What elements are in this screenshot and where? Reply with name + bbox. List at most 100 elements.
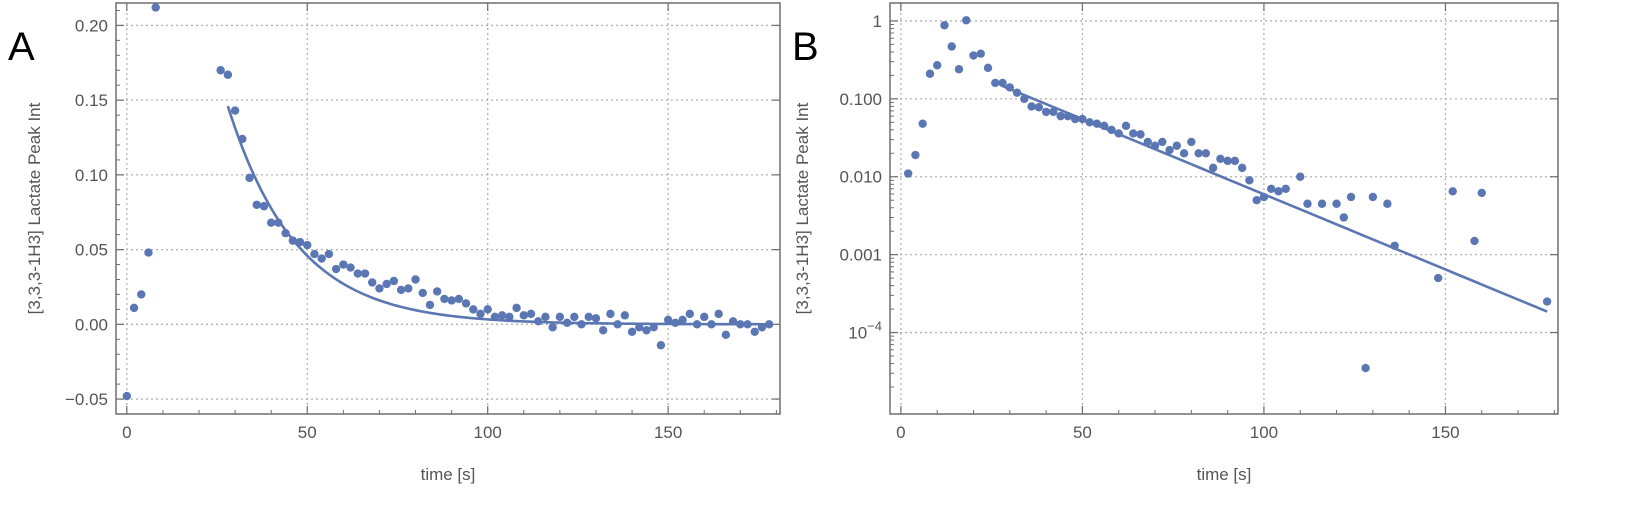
- x-tick-label: 50: [298, 423, 317, 442]
- x-tick-label: 150: [654, 423, 682, 442]
- data-point: [1201, 149, 1211, 158]
- data-point: [998, 78, 1007, 88]
- data-point: [584, 312, 593, 322]
- data-point: [1121, 121, 1131, 131]
- data-point: [534, 317, 543, 326]
- data-point: [1477, 188, 1486, 198]
- y-tick-label: 10−4: [848, 319, 882, 343]
- data-point: [497, 311, 507, 320]
- x-tick-label: 100: [1250, 423, 1278, 442]
- data-point: [324, 249, 334, 259]
- data-point: [512, 303, 521, 313]
- data-point: [1208, 163, 1218, 173]
- data-point: [635, 323, 644, 332]
- data-point: [259, 202, 269, 211]
- data-point: [750, 327, 759, 336]
- data-point: [613, 320, 622, 329]
- data-point: [700, 312, 709, 322]
- data-point: [541, 312, 550, 322]
- data-point: [1085, 118, 1094, 127]
- x-tick-label: 0: [896, 423, 905, 442]
- data-layer: [122, 3, 774, 401]
- data-point: [757, 323, 767, 332]
- data-point: [925, 69, 935, 78]
- data-point: [274, 218, 283, 227]
- data-point: [519, 311, 528, 320]
- x-axis-label: time [s]: [421, 465, 476, 484]
- data-point: [303, 240, 312, 250]
- data-point: [685, 309, 694, 319]
- data-point: [620, 311, 630, 320]
- data-point: [440, 294, 449, 304]
- data-point: [1070, 114, 1080, 124]
- data-point: [1005, 83, 1015, 92]
- data-point: [1012, 88, 1022, 97]
- data-point: [483, 305, 492, 314]
- data-point: [353, 269, 362, 278]
- data-point: [1339, 213, 1349, 222]
- data-point: [1063, 111, 1073, 121]
- data-point: [1223, 156, 1232, 166]
- data-point: [339, 260, 348, 269]
- data-point: [331, 264, 341, 274]
- data-point: [469, 305, 478, 314]
- data-point: [317, 254, 326, 263]
- y-tick-label: 0.05: [75, 241, 108, 260]
- data-point: [1194, 149, 1203, 158]
- data-point: [368, 278, 377, 287]
- data-point: [216, 66, 225, 75]
- data-point: [1332, 199, 1341, 208]
- data-point: [389, 276, 399, 286]
- data-point: [295, 237, 305, 247]
- data-point: [310, 249, 319, 259]
- data-point: [947, 42, 956, 51]
- data-point: [692, 320, 702, 329]
- y-tick-label: 0.100: [839, 90, 882, 109]
- data-point: [137, 290, 146, 299]
- data-point: [1245, 176, 1254, 185]
- data-point: [1187, 137, 1196, 147]
- data-point: [223, 70, 233, 79]
- data-point: [461, 299, 471, 308]
- data-point: [1252, 195, 1261, 205]
- x-tick-label: 50: [1073, 423, 1092, 442]
- data-point: [404, 284, 413, 293]
- data-point: [1237, 163, 1247, 173]
- data-point: [1390, 241, 1399, 250]
- x-tick-label: 0: [122, 423, 131, 442]
- data-point: [490, 312, 500, 322]
- data-point: [1368, 192, 1378, 202]
- data-point: [962, 16, 971, 25]
- data-point: [1266, 184, 1276, 194]
- data-point: [1143, 137, 1152, 147]
- data-point: [627, 327, 637, 336]
- data-point: [1034, 103, 1044, 112]
- data-point: [918, 119, 927, 128]
- y-tick-label: 0.15: [75, 91, 108, 110]
- data-point: [447, 296, 456, 305]
- data-point: [976, 49, 985, 58]
- data-point: [129, 303, 139, 313]
- data-point: [1274, 187, 1283, 196]
- data-point: [1129, 129, 1138, 138]
- data-point: [144, 248, 153, 257]
- data-point: [505, 312, 514, 322]
- data-point: [1049, 107, 1058, 117]
- data-point: [1303, 199, 1312, 208]
- data-point: [1317, 199, 1327, 208]
- data-point: [562, 318, 572, 328]
- data-point: [570, 312, 579, 322]
- data-point: [1165, 145, 1174, 155]
- data-point: [1361, 363, 1370, 373]
- x-tick-label: 100: [474, 423, 502, 442]
- data-point: [714, 309, 723, 319]
- data-point: [606, 309, 615, 319]
- y-tick-label: 0.10: [75, 166, 108, 185]
- x-axis-label: time [s]: [1197, 465, 1252, 484]
- x-tick-label: 150: [1431, 423, 1459, 442]
- data-point: [1114, 129, 1123, 138]
- plot-frame: [889, 2, 1559, 415]
- data-point: [764, 320, 774, 329]
- data-point: [656, 341, 666, 350]
- data-point: [954, 65, 964, 74]
